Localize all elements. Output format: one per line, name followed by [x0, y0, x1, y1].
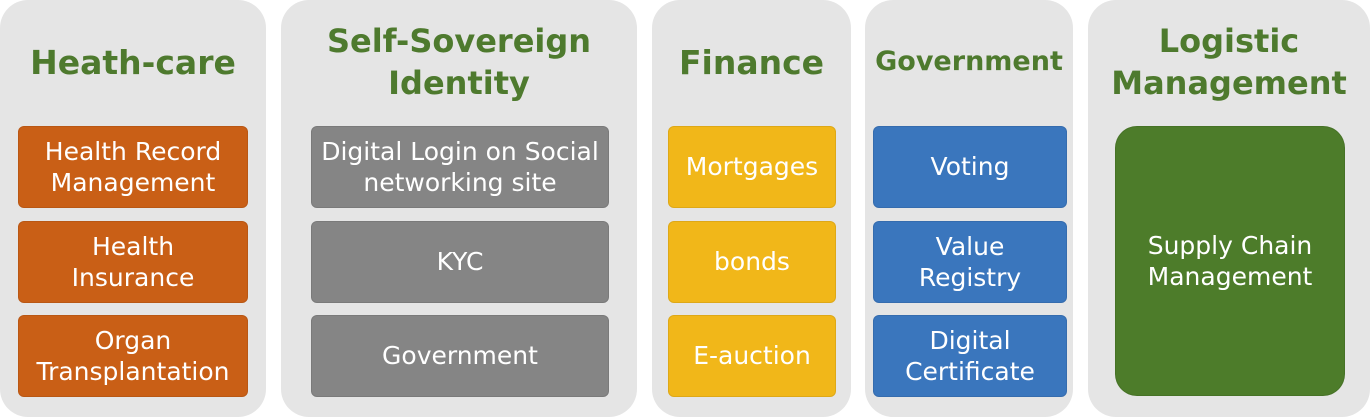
column-title-finance: Finance	[678, 42, 825, 82]
column-logistic-management: Logistic Management Supply Chain Managem…	[1088, 0, 1370, 417]
item-voting: Voting	[873, 126, 1067, 208]
item-government-identity: Government	[311, 315, 609, 397]
item-bonds: bonds	[668, 221, 836, 303]
item-organ-transplantation: Organ Transplantation	[18, 315, 248, 397]
item-digital-login: Digital Login on Social networking site	[311, 126, 609, 208]
column-healthcare: Heath-care Health Record Management Heal…	[0, 0, 266, 417]
item-e-auction: E-auction	[668, 315, 836, 397]
item-digital-certificate: Digital Certificate	[873, 315, 1067, 397]
column-government: Government Voting Value Registry Digital…	[865, 0, 1073, 417]
column-title-logistic-management: Logistic Management	[1111, 22, 1347, 102]
column-finance: Finance Mortgages bonds E-auction	[652, 0, 851, 417]
column-title-self-sovereign-identity: Self-Sovereign Identity	[326, 22, 592, 102]
item-health-record-management: Health Record Management	[18, 126, 248, 208]
item-mortgages: Mortgages	[668, 126, 836, 208]
item-health-insurance: Health Insurance	[18, 221, 248, 303]
column-self-sovereign-identity: Self-Sovereign Identity Digital Login on…	[281, 0, 637, 417]
column-title-government: Government	[875, 45, 1063, 77]
item-supply-chain-management: Supply Chain Management	[1115, 126, 1345, 396]
item-value-registry: Value Registry	[873, 221, 1067, 303]
item-kyc: KYC	[311, 221, 609, 303]
column-title-healthcare: Heath-care	[30, 42, 236, 82]
